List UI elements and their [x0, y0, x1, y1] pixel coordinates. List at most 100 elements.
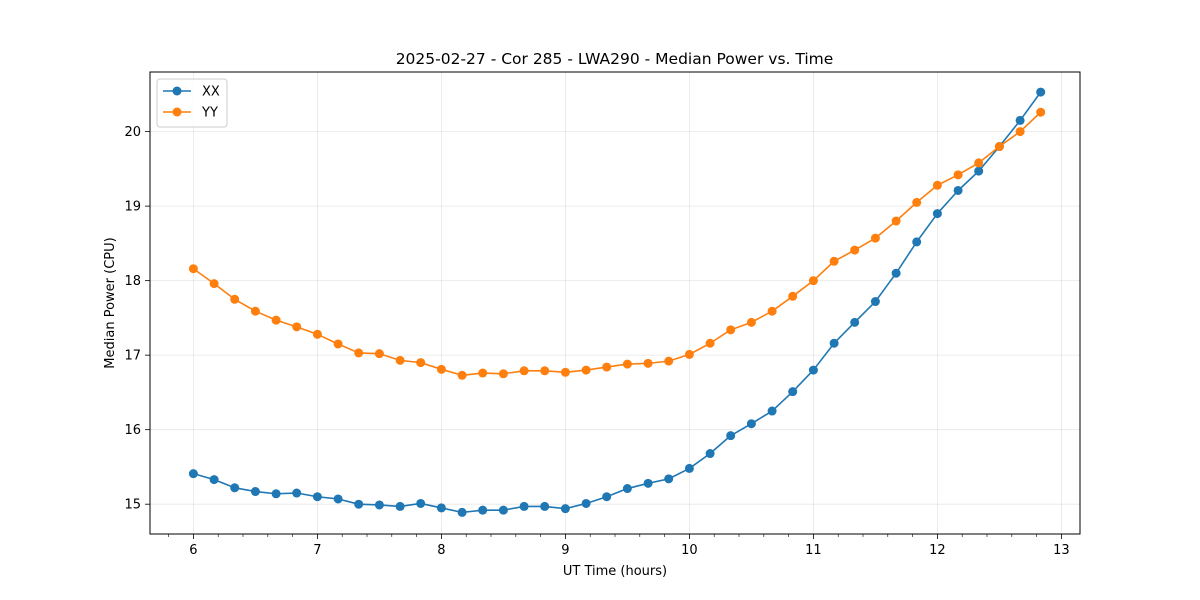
data-point-xx: [664, 474, 674, 484]
data-point-xx: [271, 489, 281, 499]
data-point-xx: [643, 478, 653, 488]
data-point-xx: [540, 501, 550, 511]
data-point-xx: [312, 492, 322, 502]
data-point-xx: [560, 504, 570, 514]
data-point-yy: [230, 294, 240, 304]
data-point-xx: [912, 237, 922, 247]
x-axis-title: UT Time (hours): [563, 564, 667, 579]
data-point-yy: [540, 366, 550, 376]
y-tick-label: 16: [124, 423, 141, 438]
data-point-xx: [932, 209, 942, 219]
legend-marker-xx: [172, 86, 182, 96]
x-tick-label: 6: [189, 543, 197, 558]
data-point-yy: [891, 216, 901, 226]
series-yy: [188, 107, 1046, 380]
data-point-yy: [250, 306, 260, 316]
y-tick-label: 19: [124, 200, 141, 215]
data-point-xx: [395, 501, 405, 511]
axis-ticks: 6 7 8 9 10 11 12 13 15 16 17 18 19 20: [124, 125, 1069, 558]
data-point-xx: [891, 268, 901, 278]
data-point-yy: [850, 245, 860, 255]
y-axis-title: Median Power (CPU): [103, 237, 118, 368]
data-point-xx: [374, 500, 384, 510]
data-point-yy: [932, 180, 942, 190]
data-point-yy: [602, 362, 612, 372]
data-point-yy: [622, 359, 632, 369]
data-point-yy: [188, 264, 198, 274]
data-point-yy: [333, 339, 343, 349]
data-point-yy: [478, 368, 488, 378]
data-point-xx: [870, 297, 880, 307]
data-point-yy: [912, 197, 922, 207]
data-point-xx: [953, 185, 963, 195]
x-tick-label: 12: [929, 543, 946, 558]
data-point-yy: [746, 317, 756, 327]
data-point-yy: [354, 348, 364, 358]
data-point-xx: [829, 338, 839, 348]
data-point-xx: [519, 501, 529, 511]
data-point-yy: [312, 329, 322, 339]
data-point-yy: [643, 358, 653, 368]
data-point-xx: [209, 475, 219, 485]
data-point-xx: [974, 166, 984, 176]
y-tick-label: 17: [124, 349, 141, 364]
legend-label-xx: XX: [202, 85, 220, 100]
data-point-xx: [705, 449, 715, 459]
data-point-yy: [726, 325, 736, 335]
data-point-xx: [478, 505, 488, 515]
data-point-xx: [188, 469, 198, 479]
data-point-yy: [953, 170, 963, 180]
data-point-xx: [333, 494, 343, 504]
data-point-yy: [684, 349, 694, 359]
data-series: [188, 87, 1046, 517]
data-point-xx: [767, 406, 777, 416]
data-point-xx: [354, 499, 364, 509]
y-tick-label: 18: [124, 274, 141, 289]
data-point-xx: [622, 484, 632, 494]
x-tick-label: 9: [561, 543, 569, 558]
y-tick-label: 15: [124, 498, 141, 513]
x-tick-label: 10: [681, 543, 698, 558]
data-point-yy: [664, 356, 674, 366]
data-point-yy: [436, 364, 446, 374]
data-point-yy: [808, 276, 818, 286]
data-point-yy: [705, 338, 715, 348]
grid-lines: [150, 72, 1080, 534]
data-point-xx: [1015, 115, 1025, 125]
data-point-yy: [1015, 127, 1025, 137]
data-point-yy: [788, 291, 798, 301]
x-tick-label: 7: [313, 543, 321, 558]
data-point-xx: [498, 505, 508, 515]
data-point-yy: [870, 233, 880, 243]
data-point-xx: [230, 483, 240, 493]
data-point-yy: [498, 369, 508, 379]
x-tick-label: 13: [1053, 543, 1070, 558]
data-point-xx: [850, 317, 860, 327]
data-point-yy: [829, 256, 839, 266]
data-point-yy: [767, 306, 777, 316]
data-point-xx: [457, 507, 467, 517]
data-point-xx: [808, 365, 818, 375]
data-point-yy: [271, 315, 281, 325]
data-point-xx: [436, 503, 446, 513]
data-point-yy: [209, 279, 219, 289]
data-point-xx: [1036, 87, 1046, 97]
data-point-xx: [581, 498, 591, 508]
legend: XX YY: [156, 78, 228, 128]
data-point-xx: [602, 492, 612, 502]
data-point-yy: [457, 370, 467, 380]
data-point-xx: [416, 498, 426, 508]
data-point-yy: [395, 355, 405, 365]
legend-label-yy: YY: [201, 106, 218, 121]
data-point-yy: [974, 158, 984, 168]
data-point-xx: [250, 487, 260, 497]
x-tick-label: 11: [805, 543, 822, 558]
data-point-yy: [1036, 107, 1046, 117]
chart-title: 2025-02-27 - Cor 285 - LWA290 - Median P…: [396, 50, 834, 68]
data-point-yy: [519, 366, 529, 376]
data-point-xx: [292, 488, 302, 498]
data-point-yy: [374, 349, 384, 359]
y-tick-label: 20: [124, 125, 141, 140]
data-point-xx: [684, 463, 694, 473]
data-point-yy: [581, 365, 591, 375]
